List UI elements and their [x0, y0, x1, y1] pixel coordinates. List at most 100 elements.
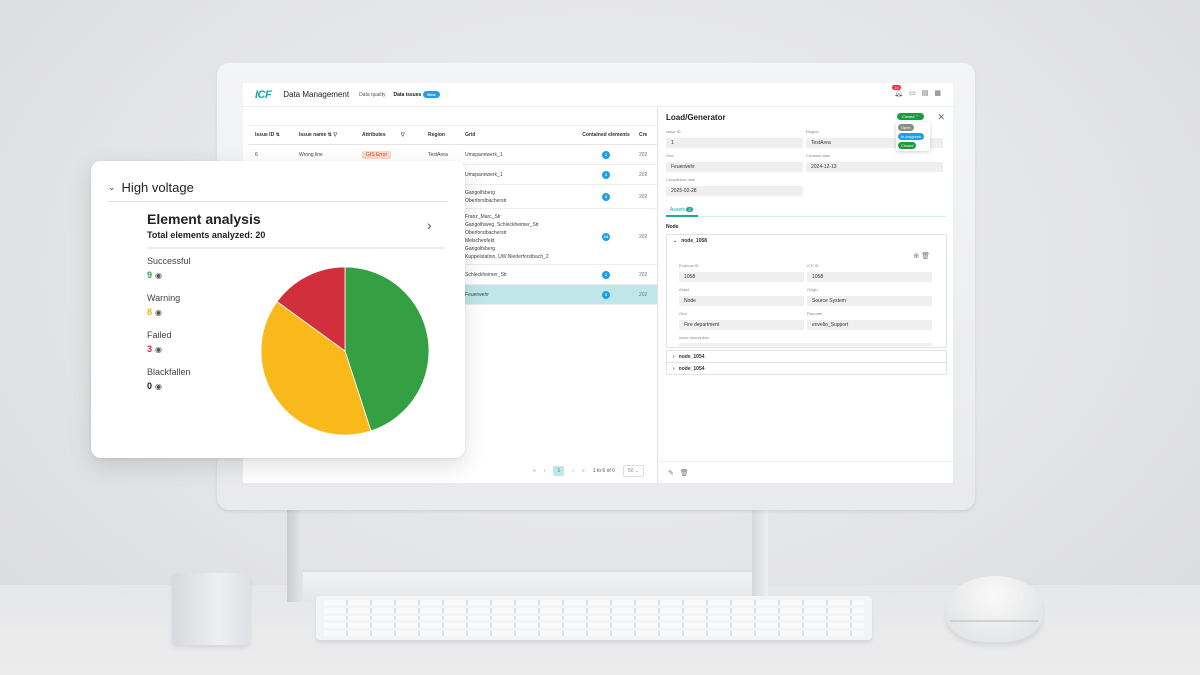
status-option-closed[interactable]: Closed — [898, 142, 917, 149]
count-badge[interactable]: 1 — [602, 270, 610, 279]
origin-field[interactable]: Source System — [807, 296, 932, 306]
bell-icon[interactable]: 🔔︎ 16 — [892, 85, 904, 97]
created-cell: 202 — [639, 291, 648, 298]
count-badge[interactable]: 14 — [601, 232, 611, 241]
creation-date-label: Creation date — [806, 153, 831, 158]
node-accordion-header[interactable]: ⌄ node_1058 — [667, 235, 946, 246]
top-bar: ICF Data Management Data quality Data is… — [243, 83, 953, 107]
page-size-value: 50 — [627, 468, 634, 474]
page-size-select[interactable]: 50 ⌄ — [622, 465, 645, 477]
grid-value: Umspannwerk_1 — [465, 151, 503, 158]
new-badge: New — [423, 91, 440, 98]
issue-name-cell: Wrong line — [299, 151, 323, 158]
grid-field[interactable]: Feuerwehr — [666, 162, 803, 172]
grid-icon[interactable]: ▦ — [934, 90, 941, 97]
issue-id-field[interactable]: 1 — [666, 138, 803, 148]
col-grid[interactable]: Grid — [465, 132, 476, 138]
issue-description-field[interactable] — [679, 343, 932, 346]
col-created[interactable]: Cre — [639, 132, 648, 138]
legend-label: Blackfallen — [147, 367, 191, 377]
card-title: Element analysis — [147, 211, 261, 227]
trash-icon[interactable]: 🗑︎ — [921, 253, 930, 260]
tab-assets[interactable]: Assets 3 — [666, 207, 946, 217]
region-label: Region — [806, 129, 819, 134]
element-analysis-card: ⌄ High voltage Element analysis Total el… — [91, 161, 465, 458]
document-icon[interactable]: ▤ — [921, 90, 929, 97]
reporter-field[interactable]: envelio_Support — [807, 320, 932, 330]
creation-date-field[interactable]: 2024-12-13 — [806, 162, 943, 172]
app-title: Data Management — [283, 90, 350, 99]
keyboard — [316, 596, 872, 640]
eye-icon[interactable]: ◉ — [155, 308, 162, 317]
count-badge[interactable]: 1 — [602, 170, 610, 179]
mouse — [946, 576, 1043, 642]
col-contained-elements[interactable]: Contained elements — [582, 132, 630, 138]
pie-slice-failed[interactable] — [276, 267, 346, 352]
count-badge[interactable]: 3 — [602, 192, 610, 201]
issue-id-label: Issue ID — [666, 129, 681, 134]
region-cell: TestArea — [428, 151, 448, 158]
eye-icon[interactable]: ◉ — [155, 271, 162, 280]
prev-page-button[interactable]: ‹ — [543, 468, 546, 474]
first-page-button[interactable]: « — [533, 468, 536, 474]
region-field[interactable]: TestArea — [806, 138, 943, 148]
nav-data-quality[interactable]: Data quality — [359, 91, 386, 98]
col-issue-name[interactable]: Issue name ⇅ ▽ — [299, 132, 338, 138]
chevron-right-icon[interactable]: › — [427, 217, 432, 233]
col-issue-id[interactable]: Issue ID ⇅ — [255, 132, 280, 138]
attributes-cell: GIS Error — [356, 150, 428, 159]
grid-value: Kuppelstation, UW Niederforstbach_2 — [465, 253, 549, 260]
issue-id-cell: 6 — [255, 151, 258, 158]
grid-value: Gangolfsweg, Schleckheimer_Str — [465, 221, 539, 228]
node-name: node_1058 — [681, 237, 708, 244]
issue-description-label: Issue description — [679, 335, 710, 340]
chevron-down-icon: ⌄ — [673, 237, 678, 244]
col-region[interactable]: Region — [428, 132, 445, 138]
count-badge[interactable]: 3 — [602, 290, 610, 299]
grid-value: Oberforstbacherstr — [465, 197, 507, 204]
node-accordion-collapsed[interactable]: › node_1054 — [666, 362, 947, 375]
section-title: High voltage — [121, 179, 194, 195]
nav-data-issues[interactable]: Data issues New — [393, 91, 440, 98]
next-page-button[interactable]: › — [572, 468, 574, 474]
legend-value: 3 — [147, 344, 153, 354]
contained-elements-cell: 14 — [573, 232, 639, 241]
drawer-title: Load/Generator — [666, 113, 726, 122]
close-icon[interactable]: ✕ — [937, 112, 945, 122]
section-header[interactable]: ⌄ High voltage — [108, 173, 448, 202]
app-logo: ICF — [255, 88, 272, 101]
target-icon[interactable]: ⊕ — [913, 253, 920, 260]
eye-icon[interactable]: ◉ — [155, 345, 162, 354]
external-id-field[interactable]: 1058 — [679, 272, 804, 282]
pie-slice-warning[interactable] — [261, 301, 372, 435]
last-page-button[interactable]: » — [581, 468, 585, 474]
count-badge[interactable]: 1 — [602, 150, 610, 159]
pie-slice-successful[interactable] — [344, 267, 429, 432]
chevron-down-icon: ⌄ — [108, 181, 116, 192]
col-attributes[interactable]: Attributes ▽ — [362, 132, 405, 138]
attribute-tag: GIS Error — [362, 150, 392, 159]
card-subtitle: Total elements analyzed: 20 — [147, 230, 266, 240]
grid-cell: Feuerwehr — [465, 288, 573, 302]
created-cell: 202 — [639, 193, 648, 200]
completion-date-field[interactable]: 2025-02-28 — [666, 186, 803, 196]
status-option-in-progress[interactable]: In progress — [898, 133, 925, 140]
pie-chart — [261, 267, 429, 435]
external-id-label: External ID — [679, 263, 699, 268]
node-grid-field[interactable]: Fire department — [679, 320, 804, 330]
grid-label: Grid — [666, 153, 674, 158]
current-page[interactable]: 1 — [553, 466, 565, 476]
legend-label: Successful — [147, 256, 191, 266]
legend-failed: Failed 3 ◉ — [147, 330, 172, 354]
grid-cell: Umspannwerk_1 — [465, 148, 573, 162]
trash-icon[interactable]: 🗑︎ — [679, 469, 689, 477]
asset-field[interactable]: Node — [679, 296, 804, 306]
asset-label: Asset — [679, 287, 690, 292]
edit-icon[interactable]: ✎ — [668, 469, 674, 477]
status-option-open[interactable]: Open — [898, 124, 914, 131]
eye-icon[interactable]: ◉ — [155, 382, 162, 391]
status-dropdown[interactable]: Closed ⌃ — [897, 113, 924, 120]
legend-blackfallen: Blackfallen 0 ◉ — [147, 367, 191, 391]
inbox-icon[interactable]: ▭ — [909, 90, 916, 97]
icp-id-field[interactable]: 1058 — [807, 272, 932, 282]
